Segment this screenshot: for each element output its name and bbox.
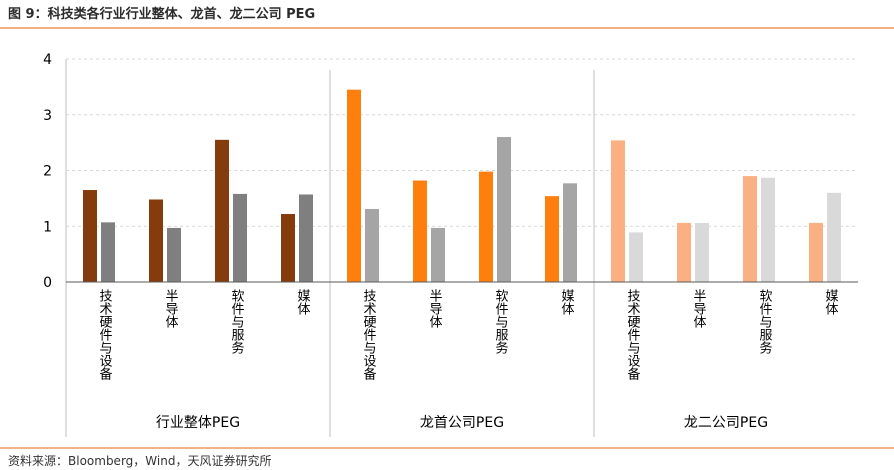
- y-tick-label: 4: [43, 52, 52, 68]
- y-tick-label: 3: [43, 108, 52, 124]
- category-label: 软件与服务: [229, 289, 245, 354]
- bar-1-4-bar2: [299, 194, 313, 282]
- y-tick-label: 2: [43, 164, 52, 180]
- category-label: 技术硬件与设备: [97, 289, 113, 381]
- bar-1-3-bar1: [215, 139, 229, 282]
- category-label: 技术硬件与设备: [361, 289, 377, 381]
- bar-1-4-bar1: [281, 213, 295, 282]
- category-label: 软件与服务: [757, 289, 773, 354]
- bar-2-1-bar1: [347, 89, 361, 282]
- bar-1-2-bar1: [149, 199, 163, 282]
- bar-2-2-bar2: [431, 227, 445, 282]
- y-tick-label: 1: [43, 219, 52, 235]
- source-note: 资料来源：Bloomberg，Wind，天风证券研究所: [8, 454, 272, 468]
- bar-3-4-bar2: [827, 192, 841, 282]
- y-tick-label: 0: [43, 275, 52, 291]
- bar-2-3-bar2: [497, 137, 511, 282]
- bar-2-4-bar2: [563, 183, 577, 282]
- bar-3-3-bar1: [743, 176, 757, 282]
- category-label: 半导体: [163, 289, 179, 328]
- category-label: 媒体: [823, 289, 839, 315]
- bar-3-1-bar2: [629, 232, 643, 282]
- category-label: 技术硬件与设备: [625, 289, 641, 381]
- bar-3-1-bar1: [611, 140, 625, 282]
- bar-3-2-bar1: [677, 222, 691, 282]
- source-rule: [0, 447, 894, 449]
- bar-1-3-bar2: [233, 193, 247, 282]
- bar-1-2-bar2: [167, 227, 181, 282]
- category-label: 半导体: [691, 289, 707, 328]
- bar-3-4-bar1: [809, 222, 823, 282]
- group-label: 行业整体PEG: [156, 415, 240, 431]
- category-label: 软件与服务: [493, 289, 509, 354]
- bar-3-2-bar2: [695, 222, 709, 282]
- title-rule: [0, 27, 894, 29]
- category-label: 媒体: [295, 289, 311, 315]
- bar-1-1-bar2: [101, 222, 115, 282]
- bar-2-4-bar1: [545, 196, 559, 282]
- bar-2-2-bar1: [413, 180, 427, 282]
- group-label: 龙首公司PEG: [420, 415, 504, 431]
- bar-3-3-bar2: [761, 177, 775, 282]
- group-label: 龙二公司PEG: [684, 415, 768, 431]
- bar-2-3-bar1: [479, 171, 493, 282]
- category-label: 半导体: [427, 289, 443, 328]
- bar-2-1-bar2: [365, 208, 379, 282]
- figure-title: 图 9：科技类各行业行业整体、龙首、龙二公司 PEG: [8, 7, 316, 22]
- bar-1-1-bar1: [83, 190, 97, 282]
- category-label: 媒体: [559, 289, 575, 315]
